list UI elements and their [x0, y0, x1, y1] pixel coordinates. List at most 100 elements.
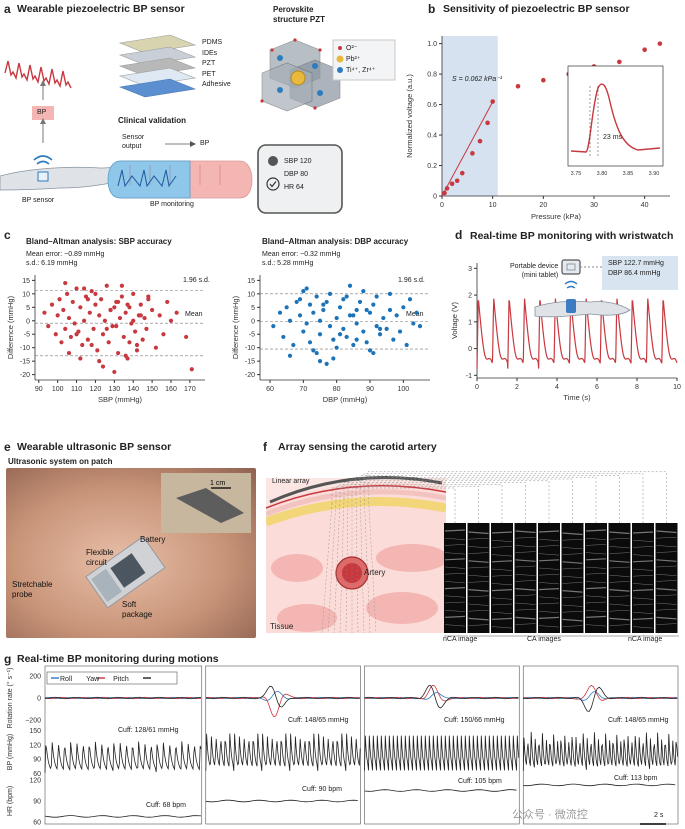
- beam-line: [339, 498, 345, 634]
- layer-pzt: PZT: [202, 60, 216, 67]
- beam-line: [351, 478, 573, 523]
- y-tick-label: 1: [468, 319, 472, 326]
- data-point: [314, 350, 319, 356]
- bp-tick-label: 120: [29, 742, 41, 749]
- tissue-label: Tissue: [270, 622, 294, 631]
- wristwatch-icon: [566, 299, 576, 313]
- hand-icon: [534, 300, 631, 318]
- x-tick-label: 20: [539, 202, 547, 209]
- beam-line: [345, 496, 349, 634]
- data-point: [371, 302, 376, 307]
- data-point: [89, 342, 94, 348]
- y-tick-label: -20: [20, 372, 30, 379]
- echo-line: [515, 551, 536, 553]
- rotation-line: [44, 696, 202, 700]
- data-point: [284, 305, 289, 310]
- data-point: [106, 340, 111, 345]
- ca-images-label: CA images: [527, 636, 561, 643]
- echo-line: [656, 580, 677, 582]
- data-point: [72, 321, 77, 326]
- echo-line: [609, 609, 630, 612]
- echo-line: [538, 545, 560, 547]
- echo-line: [562, 610, 583, 613]
- data-point: [99, 297, 104, 302]
- echo-line: [538, 582, 560, 585]
- panel-b-title: Sensitivity of piezoelectric BP sensor: [443, 3, 630, 15]
- echo-line: [468, 560, 489, 563]
- x-tick-label: 10: [673, 384, 681, 391]
- echo-line: [538, 616, 560, 619]
- data-point: [165, 299, 170, 305]
- row-label: BP (mmHg): [7, 734, 14, 770]
- x-tick-label: 170: [184, 386, 196, 393]
- echo-line: [562, 532, 583, 536]
- data-point: [334, 345, 339, 350]
- data-point: [112, 305, 117, 310]
- readout-hr: HR 64: [284, 184, 304, 191]
- y-tick-label: 15: [22, 278, 30, 285]
- data-point: [57, 297, 62, 302]
- data-point: [351, 342, 356, 348]
- echo-line: [491, 531, 513, 534]
- beam-line: [355, 493, 359, 634]
- wireless-icon-d: [564, 280, 578, 289]
- data-point: [146, 294, 151, 299]
- x-tick-label: 90: [366, 386, 374, 393]
- data-point: [617, 59, 622, 65]
- y-axis-label: Difference (mmHg): [231, 295, 240, 359]
- beam-line: [359, 475, 620, 523]
- echo-line: [609, 566, 630, 569]
- data-point: [97, 359, 102, 364]
- x-tick-label: 160: [165, 386, 177, 393]
- echo-line: [656, 565, 677, 568]
- panel-d-letter: d: [455, 228, 463, 242]
- echo-line: [538, 559, 560, 562]
- data-point: [301, 329, 306, 334]
- mini-tablet-icon: [561, 259, 581, 275]
- x-tick-label: 110: [71, 386, 82, 393]
- ultrasound-image: [514, 523, 537, 633]
- echo-line: [515, 594, 536, 597]
- data-point: [100, 332, 106, 337]
- data-point: [311, 310, 316, 315]
- x-axis-label: DBP (mmHg): [323, 395, 368, 404]
- layer-pdms: PDMS: [202, 39, 223, 46]
- panel-e-subtitle: Ultrasonic system on patch: [8, 457, 113, 466]
- y-tick-label: 5: [26, 305, 30, 312]
- ultrasound-image: [655, 523, 678, 633]
- legend-oxygen: O²⁻: [346, 45, 358, 52]
- device-label-line2: (mini tablet): [521, 272, 559, 279]
- x-tick-label: 70: [299, 386, 307, 393]
- y-tick-label: 3: [468, 266, 472, 273]
- data-point: [277, 310, 283, 315]
- x-tick-label: 60: [266, 386, 274, 393]
- legend-yaw: Yaw: [86, 676, 100, 683]
- dbp-ba-title: Bland–Altman analysis: DBP accuracy: [262, 237, 409, 246]
- data-point: [454, 178, 460, 184]
- rot-tick-label: 200: [29, 674, 41, 681]
- ultrasound-frame: [632, 523, 654, 633]
- data-point: [344, 294, 349, 299]
- segment-frame: [44, 665, 203, 825]
- nca-right-label: nCA image: [628, 636, 663, 643]
- layer-pet: PET: [202, 70, 216, 78]
- x-tick-label: 140: [127, 386, 139, 393]
- echo-line: [468, 531, 489, 535]
- data-point: [82, 286, 87, 291]
- data-point: [74, 286, 79, 291]
- dbp-sd: s.d.: 5.28 mmHg: [262, 260, 314, 267]
- echo-line: [538, 625, 560, 628]
- echo-line: [444, 601, 466, 604]
- data-point: [354, 337, 359, 342]
- data-point: [134, 348, 140, 353]
- x-axis-label: Pressure (kPa): [531, 212, 582, 221]
- data-point: [351, 313, 356, 318]
- data-point: [304, 286, 309, 291]
- bp-line: [44, 741, 202, 773]
- data-point: [367, 310, 373, 315]
- cuff-bp-2: Cuff: 148/65 mmHg: [288, 717, 349, 724]
- data-point: [485, 120, 490, 126]
- echo-line: [491, 617, 513, 620]
- rotation-line: [364, 684, 519, 709]
- echo-line: [609, 552, 630, 554]
